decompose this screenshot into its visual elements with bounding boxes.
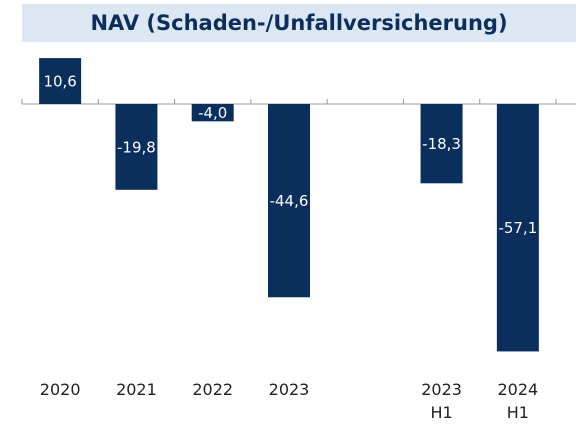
value-label: -18,3: [422, 135, 461, 153]
bar: [191, 104, 234, 122]
value-label: -57,1: [498, 219, 537, 237]
bar: [268, 104, 310, 298]
bar: [496, 104, 539, 352]
bar: [420, 104, 463, 184]
value-label: -18,3: [422, 135, 461, 153]
bar: [39, 58, 82, 104]
value-label: -57,1: [498, 219, 537, 237]
x-tick-label: 2022: [192, 380, 234, 399]
value-label: -19,8: [117, 138, 156, 156]
value-label: 10,6: [43, 73, 76, 91]
value-label: -44,6: [270, 192, 309, 210]
x-tick-label: 2023 H1: [421, 380, 462, 422]
value-label: 10,6: [43, 73, 76, 91]
x-tick-label: 2021: [116, 380, 157, 399]
value-label: -4,0: [198, 104, 227, 122]
x-tick-label: 2024 H1: [497, 380, 539, 422]
x-tick-label: 2020: [39, 380, 81, 399]
x-tick-label: 2023: [268, 380, 310, 399]
value-label: -44,6: [270, 192, 309, 210]
chart-title: NAV (Schaden-/Unfallversicherung): [22, 4, 576, 42]
value-label: -19,8: [117, 138, 156, 156]
value-label: -4,0: [198, 104, 227, 122]
bar: [115, 104, 158, 190]
